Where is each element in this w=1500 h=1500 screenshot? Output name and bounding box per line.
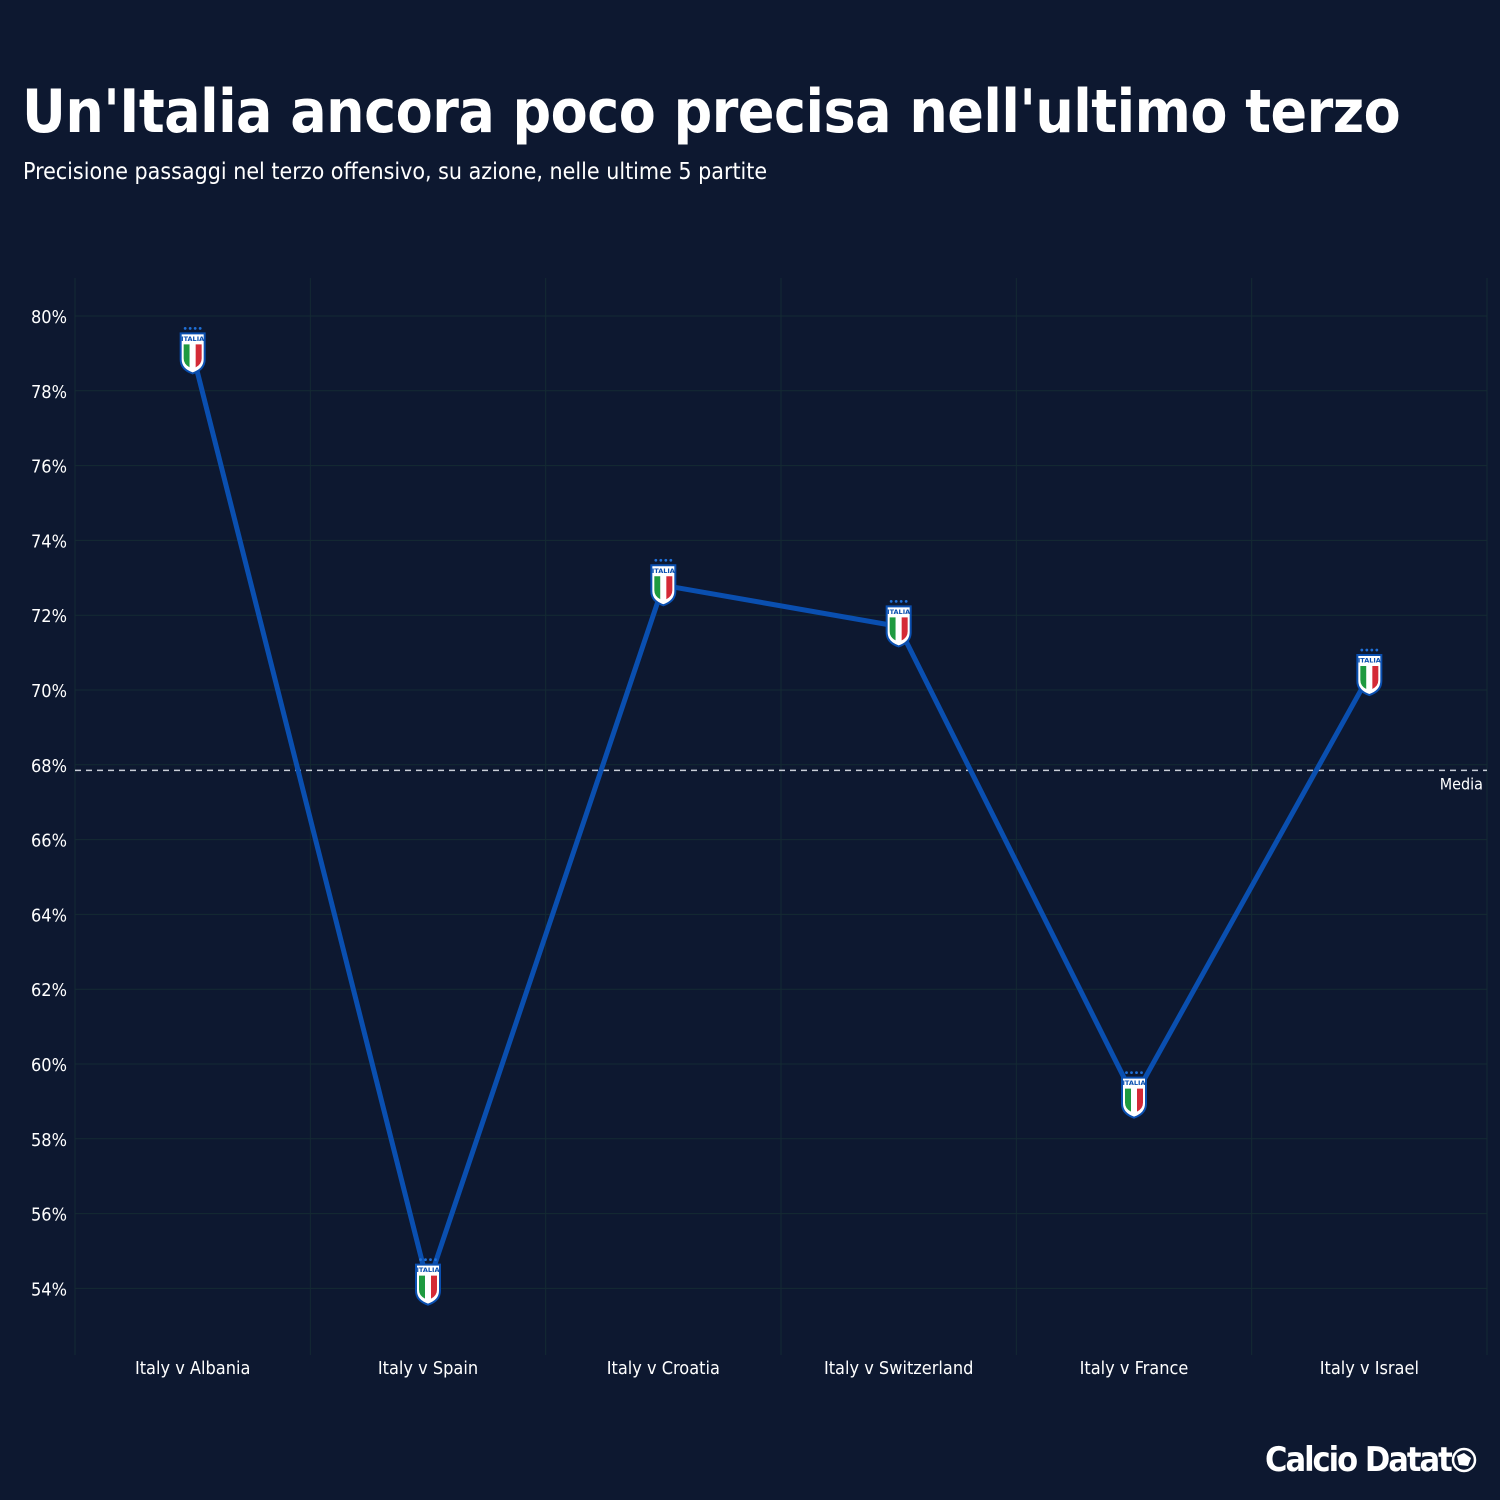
x-tick-label: Italy v Israel bbox=[1320, 1358, 1419, 1379]
svg-text:ITALIA: ITALIA bbox=[1123, 1079, 1146, 1087]
calcio-data-logo: Calcio Datat bbox=[1265, 1440, 1477, 1480]
y-tick-label: 72% bbox=[31, 606, 67, 627]
y-tick-label: 64% bbox=[31, 905, 67, 926]
svg-text:ITALIA: ITALIA bbox=[887, 608, 910, 616]
y-tick-label: 58% bbox=[31, 1130, 67, 1151]
chart-title: Un'Italia ancora poco precisa nell'ultim… bbox=[22, 77, 1401, 147]
reference-line-label: Media bbox=[1440, 774, 1483, 793]
italia-crest-icon: ITALIA bbox=[1121, 1071, 1147, 1119]
italia-crest-icon: ITALIA bbox=[415, 1258, 441, 1306]
italia-crest-icon: ITALIA bbox=[179, 327, 206, 375]
svg-text:ITALIA: ITALIA bbox=[181, 335, 204, 343]
x-tick-label: Italy v France bbox=[1080, 1358, 1189, 1379]
italia-crest-icon: ITALIA bbox=[650, 558, 677, 607]
y-tick-label: 70% bbox=[31, 681, 67, 702]
logo-text: Calcio Datat bbox=[1265, 1440, 1453, 1480]
y-tick-label: 60% bbox=[31, 1055, 67, 1076]
y-tick-label: 54% bbox=[31, 1279, 67, 1300]
y-tick-label: 74% bbox=[31, 531, 67, 552]
y-tick-label: 62% bbox=[31, 980, 67, 1001]
x-tick-label: Italy v Croatia bbox=[607, 1358, 720, 1379]
y-tick-label: 56% bbox=[31, 1205, 67, 1226]
svg-text:ITALIA: ITALIA bbox=[652, 567, 675, 575]
y-tick-label: 80% bbox=[31, 307, 67, 328]
chart-subtitle: Precisione passaggi nel terzo offensivo,… bbox=[23, 159, 768, 185]
x-tick-label: Italy v Switzerland bbox=[824, 1358, 973, 1379]
x-tick-label: Italy v Spain bbox=[378, 1358, 478, 1379]
italia-crest-icon: ITALIA bbox=[885, 600, 912, 648]
x-tick-label: Italy v Albania bbox=[135, 1358, 250, 1379]
series-line bbox=[190, 350, 1372, 1294]
ball-icon bbox=[1451, 1447, 1476, 1473]
italia-crest-icon: ITALIA bbox=[1356, 648, 1383, 697]
y-tick-label: 78% bbox=[31, 382, 67, 403]
svg-text:ITALIA: ITALIA bbox=[417, 1266, 440, 1274]
y-tick-label: 68% bbox=[31, 756, 67, 777]
svg-text:ITALIA: ITALIA bbox=[1358, 657, 1381, 665]
y-tick-label: 66% bbox=[31, 831, 67, 852]
y-tick-label: 76% bbox=[31, 457, 67, 478]
